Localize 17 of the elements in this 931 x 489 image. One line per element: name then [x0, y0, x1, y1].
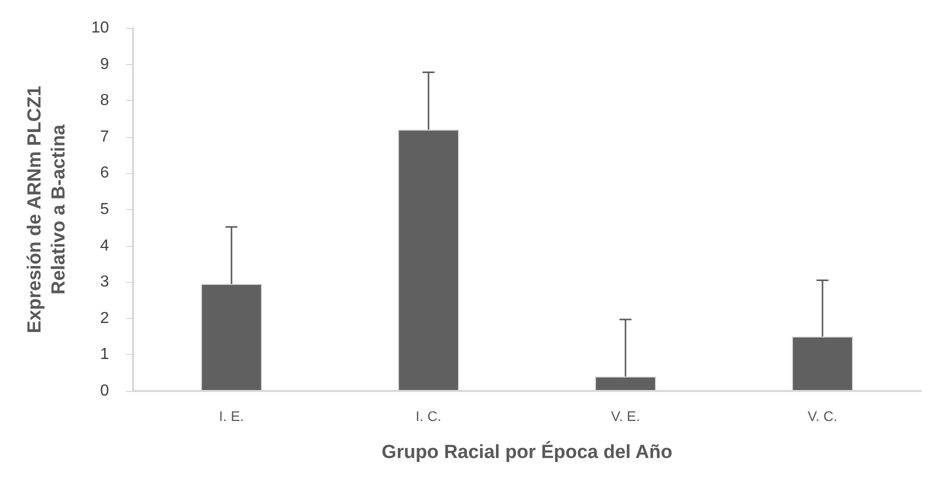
y-tick-label: 9 [100, 56, 110, 73]
y-tick-label: 8 [100, 92, 110, 110]
y-tick-label: 10 [91, 20, 110, 36]
y-tick-label: 7 [100, 128, 110, 146]
y-tick-label: 4 [100, 237, 110, 254]
y-tick-label: 0 [100, 382, 110, 400]
x-tick-label: I. E. [219, 408, 244, 424]
x-axis-title: Grupo Racial por Época del Año [382, 441, 672, 463]
y-tick-label: 1 [100, 346, 110, 364]
y-axis-title: Expresión de ARNm PLCZ1 Relativo a B-actina [24, 85, 70, 334]
y-tick-label: 2 [100, 310, 110, 327]
y-tick-label: 5 [100, 201, 110, 218]
x-tick-label: V. E. [610, 408, 640, 424]
y-tick-label: 3 [100, 274, 110, 291]
y-tick-label: 6 [100, 164, 110, 182]
x-tick-label: V. C. [808, 408, 838, 424]
x-tick-label: I. C. [416, 408, 442, 424]
